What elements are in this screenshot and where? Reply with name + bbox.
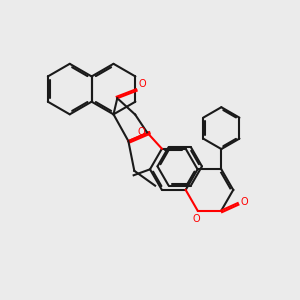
Text: O: O bbox=[137, 128, 145, 137]
Text: O: O bbox=[240, 196, 248, 207]
Text: O: O bbox=[138, 79, 146, 89]
Text: O: O bbox=[192, 214, 200, 224]
